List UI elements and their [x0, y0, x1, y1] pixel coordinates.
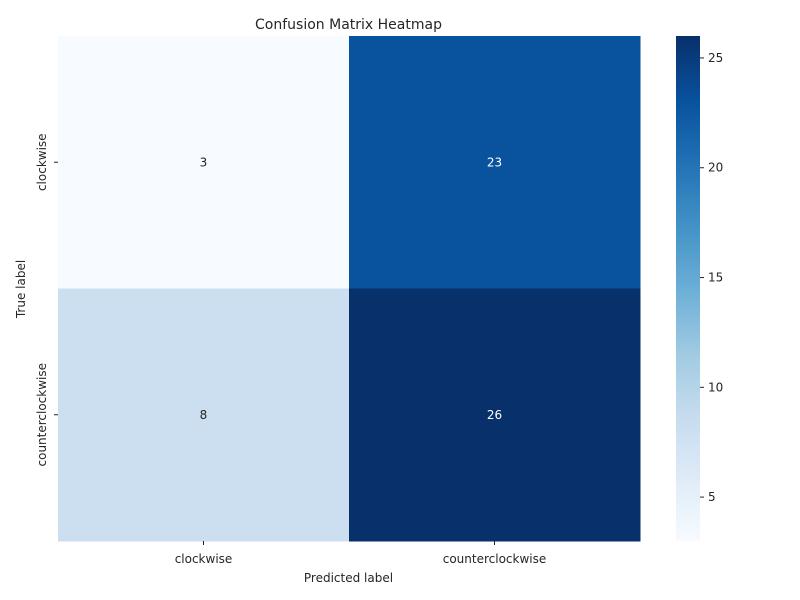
- heatmap-cell: [58, 288, 350, 542]
- y-tick-label: counterclockwise: [35, 363, 49, 467]
- colorbar-gradient: [676, 36, 700, 541]
- cell-value-label: 3: [200, 155, 208, 169]
- colorbar-tick-label: 25: [708, 51, 723, 65]
- colorbar-tick-label: 20: [708, 161, 723, 175]
- y-axis-ticks: clockwise counterclockwise: [35, 133, 58, 467]
- y-axis-label: True label: [14, 260, 28, 319]
- cell-value-label: 8: [200, 408, 208, 422]
- heatmap-cells: 3 23 8 26: [58, 36, 641, 542]
- colorbar-tick-label: 15: [708, 271, 723, 285]
- x-tick-label: clockwise: [175, 552, 233, 566]
- heatmap-cell: [58, 36, 350, 289]
- colorbar-ticks: 5 10 15 20 25: [700, 51, 723, 504]
- cell-value-label: 26: [487, 408, 502, 422]
- heatmap-cell: [349, 36, 641, 289]
- x-axis-ticks: clockwise counterclockwise: [175, 541, 547, 566]
- y-tick-label: clockwise: [35, 133, 49, 191]
- heatmap-cell: [349, 288, 641, 542]
- colorbar-tick-label: 5: [708, 490, 716, 504]
- cell-value-label: 23: [487, 155, 502, 169]
- x-axis-label: Predicted label: [304, 571, 393, 585]
- x-tick-label: counterclockwise: [443, 552, 547, 566]
- chart-title: Confusion Matrix Heatmap: [255, 17, 442, 33]
- colorbar-tick-label: 10: [708, 380, 723, 394]
- colorbar: 5 10 15 20 25: [676, 36, 723, 541]
